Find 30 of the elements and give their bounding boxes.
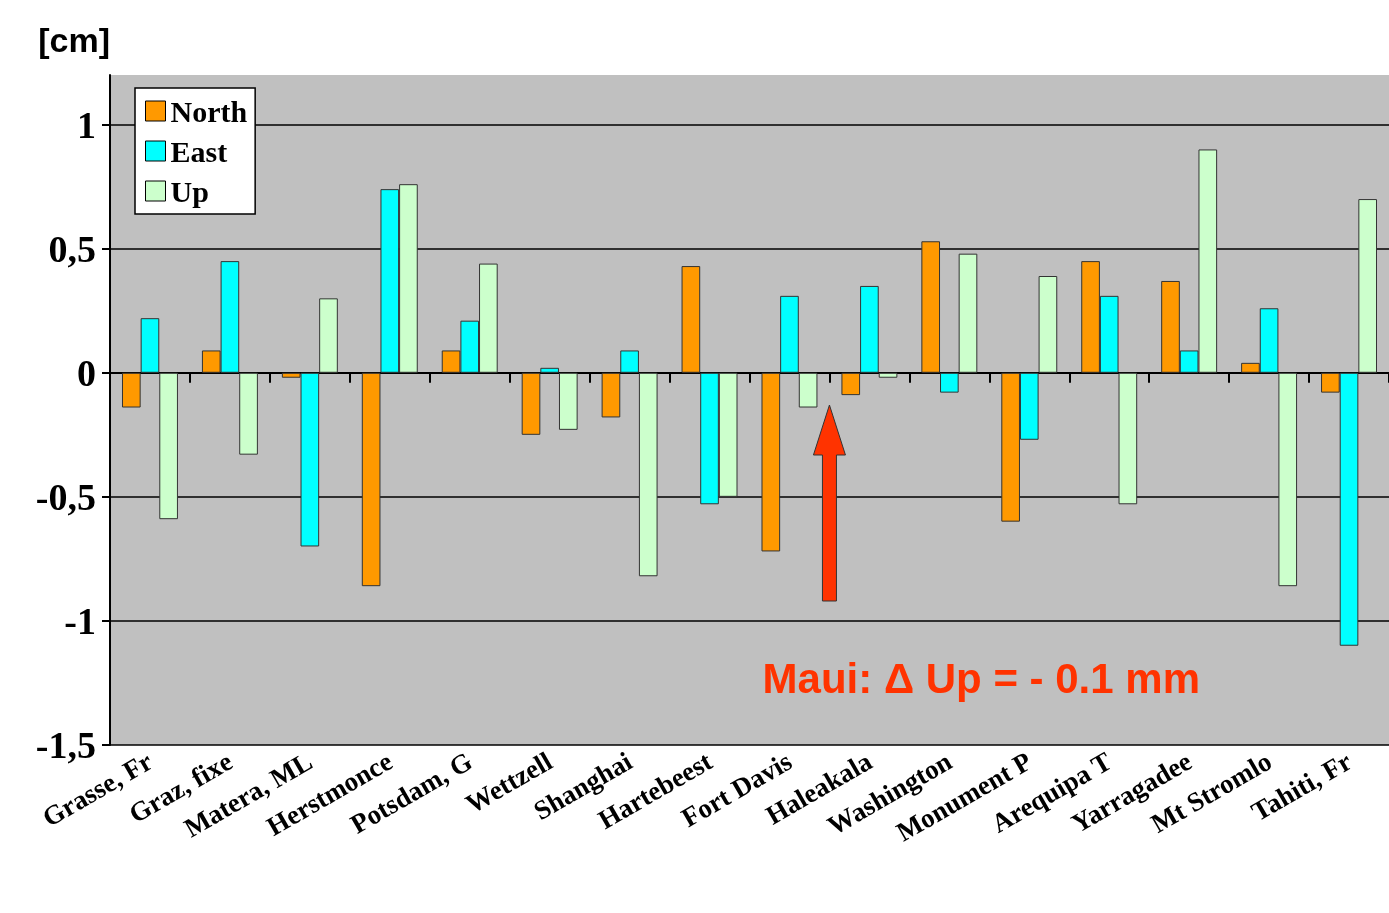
bar (940, 372, 959, 393)
y-tick-label: -0,5 (35, 475, 96, 518)
annotation: Maui: Δ Up = - 0.1 mm (762, 654, 1200, 702)
y-tick-label: -1 (64, 599, 96, 642)
bar (239, 372, 258, 455)
bar (620, 350, 639, 373)
bar (159, 372, 178, 520)
bar (681, 266, 701, 373)
legend-label: North (170, 94, 248, 128)
bar (878, 372, 898, 378)
y-tick-label: 1 (77, 103, 96, 146)
bar (319, 298, 338, 373)
bar (761, 372, 781, 552)
bar (540, 367, 559, 373)
y-tick-label: 0 (77, 351, 96, 394)
bar (638, 372, 658, 577)
bar (558, 372, 578, 430)
y-tick-label: 0,5 (48, 227, 96, 270)
bar (601, 372, 621, 418)
y-tick-label: -1,5 (35, 724, 96, 766)
bar (521, 372, 541, 435)
bar (860, 285, 879, 373)
bar (921, 241, 941, 373)
legend-label: Up (170, 174, 209, 208)
bar (780, 295, 799, 373)
bar (958, 253, 978, 373)
bar (841, 372, 861, 396)
y-axis-title: [cm] (38, 21, 110, 59)
bar (798, 372, 818, 408)
legend-label: East (170, 134, 228, 168)
